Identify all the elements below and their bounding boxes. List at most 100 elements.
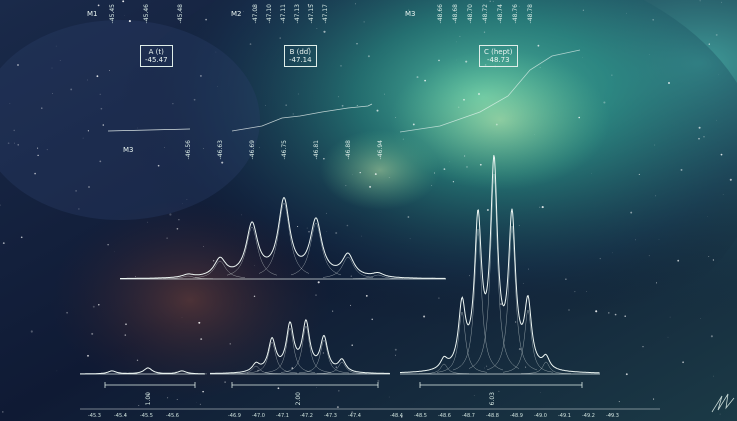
star	[648, 54, 650, 55]
star	[484, 64, 487, 66]
star	[715, 33, 718, 36]
axis-tick-label: -47.4	[348, 413, 361, 419]
star	[518, 225, 520, 226]
star	[56, 370, 58, 372]
star	[356, 43, 358, 45]
star	[125, 414, 127, 416]
spectrum-b-component	[298, 339, 350, 374]
star	[469, 275, 470, 277]
star	[514, 321, 517, 323]
star	[212, 260, 215, 262]
star	[574, 291, 576, 293]
star	[473, 395, 475, 396]
star	[147, 393, 149, 396]
spectrum-mid	[120, 196, 446, 279]
star	[518, 348, 521, 351]
star	[395, 354, 396, 356]
axis-tick-label: -47.1	[276, 413, 289, 419]
star	[618, 401, 620, 403]
star	[97, 4, 100, 7]
star	[335, 366, 338, 368]
spectrum-c-component	[520, 361, 572, 374]
star	[169, 213, 172, 216]
shift-label: -48.70	[467, 4, 474, 24]
star	[463, 98, 465, 101]
star	[527, 268, 529, 270]
star	[412, 123, 415, 126]
star	[698, 126, 701, 129]
star	[338, 390, 340, 392]
integral-2: 2.00	[295, 392, 302, 406]
shift-label: -47.17	[322, 4, 329, 24]
star	[14, 142, 15, 144]
axis-tick-label: -47.3	[324, 413, 337, 419]
star	[114, 251, 115, 253]
star	[96, 75, 99, 78]
star	[86, 79, 88, 81]
star	[346, 224, 349, 227]
peak-box-c: C (hept) -48.73	[479, 45, 518, 67]
star	[408, 9, 410, 11]
star	[224, 381, 226, 383]
peak-box-b-name: B (dd)	[289, 48, 311, 56]
spectrum-mid-component	[226, 226, 278, 276]
shift-label: -47.15	[308, 4, 315, 24]
star	[599, 257, 601, 260]
spectrum-a-component	[157, 370, 207, 375]
shift-label: -47.08	[252, 4, 259, 24]
star	[595, 310, 598, 313]
star	[200, 338, 203, 341]
star	[100, 107, 103, 110]
star	[729, 178, 732, 181]
star	[316, 387, 317, 388]
shift-label: -46.81	[313, 140, 320, 160]
shift-label: -46.56	[185, 140, 192, 160]
star	[667, 336, 669, 338]
star	[438, 59, 440, 62]
axis-tick-label: -48.6	[438, 413, 451, 419]
star	[700, 318, 701, 319]
star	[377, 379, 380, 382]
star	[186, 199, 188, 200]
star	[2, 242, 5, 244]
star	[205, 18, 207, 21]
star	[178, 218, 180, 221]
star	[202, 390, 204, 393]
star	[495, 123, 498, 126]
star	[648, 255, 650, 257]
star	[630, 211, 633, 214]
star	[249, 43, 252, 45]
star	[541, 206, 544, 209]
axis-tick-label: -45.3	[88, 413, 101, 419]
star	[122, 0, 125, 3]
star	[297, 225, 299, 228]
shift-label: -48.66	[437, 4, 444, 24]
spectrum-c-component	[436, 311, 488, 373]
star	[568, 309, 570, 311]
star	[652, 19, 654, 21]
shift-label: -46.94	[377, 140, 384, 160]
star	[9, 102, 11, 104]
star	[51, 67, 53, 69]
star	[433, 172, 435, 174]
star	[128, 20, 131, 23]
star	[388, 177, 390, 178]
star	[578, 116, 580, 119]
shift-label: -48.72	[482, 4, 489, 24]
star	[336, 406, 339, 409]
star	[359, 171, 361, 174]
star	[402, 138, 404, 140]
spectrum-c-component	[502, 309, 554, 373]
axis-tick-label: -48.9	[510, 413, 523, 419]
star	[698, 137, 700, 140]
star	[98, 304, 100, 306]
multiplet-label-m2: M2	[231, 10, 242, 18]
star	[582, 57, 583, 58]
axis-tick-label: -49.2	[582, 413, 595, 419]
shift-label: -46.63	[217, 140, 224, 160]
spectrum-mid-component	[194, 260, 246, 278]
peak-box-c-value: -48.73	[486, 56, 510, 64]
star	[642, 346, 644, 348]
